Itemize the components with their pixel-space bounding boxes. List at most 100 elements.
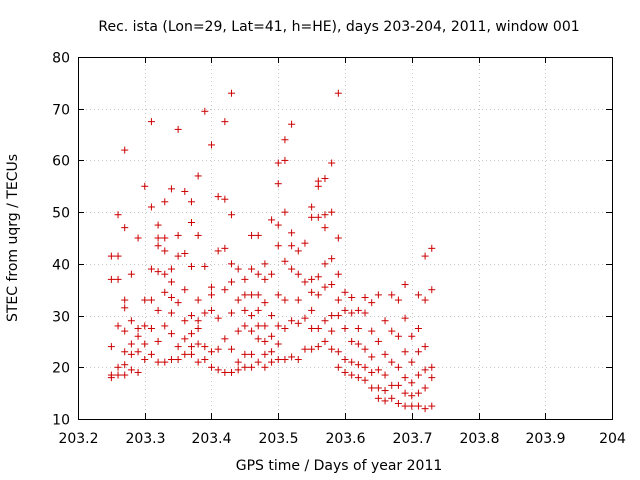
data-point [288, 265, 296, 273]
data-point [127, 317, 135, 325]
data-point [187, 198, 195, 206]
data-point [408, 402, 416, 410]
data-point [214, 193, 222, 201]
data-point [348, 358, 356, 366]
data-point [187, 262, 195, 270]
data-point [314, 291, 322, 299]
data-point [374, 384, 382, 392]
data-point [308, 213, 316, 221]
data-point [181, 250, 189, 258]
data-point [374, 337, 382, 345]
data-point [208, 283, 215, 291]
data-point [121, 296, 129, 304]
data-point [161, 247, 169, 255]
data-point [288, 242, 296, 250]
data-point [334, 312, 342, 320]
data-point [201, 309, 209, 317]
data-point [414, 402, 422, 410]
data-point [127, 270, 135, 278]
data-point [161, 322, 169, 330]
data-point [268, 216, 276, 224]
data-point [127, 366, 135, 374]
data-point [294, 296, 302, 304]
data-point [147, 325, 155, 332]
data-point [107, 252, 115, 260]
data-point [141, 182, 149, 190]
data-point [161, 358, 169, 366]
data-point [221, 195, 229, 203]
data-point [167, 265, 175, 273]
data-point [428, 363, 436, 371]
data-point [394, 363, 402, 371]
y-tick-label: 50 [52, 206, 70, 222]
data-point [428, 286, 436, 294]
x-axis-label: GPS time / Days of year 2011 [236, 458, 443, 474]
data-point [107, 343, 115, 351]
data-point [361, 345, 369, 353]
x-tick-label: 204 [599, 431, 626, 447]
data-point [274, 221, 282, 229]
data-point [414, 291, 422, 299]
data-point [321, 260, 329, 268]
y-tick-label: 80 [52, 51, 70, 67]
data-point [308, 306, 316, 314]
data-point [121, 304, 129, 312]
data-point [354, 325, 362, 332]
data-point [388, 394, 396, 402]
data-point [134, 348, 142, 356]
data-point [248, 291, 256, 299]
data-point [374, 394, 382, 402]
data-point [201, 262, 209, 270]
data-point [174, 299, 182, 307]
data-point [114, 363, 122, 371]
data-point [401, 314, 409, 322]
data-point [194, 172, 202, 180]
data-point [221, 118, 229, 126]
data-point [274, 180, 282, 188]
data-point [248, 363, 256, 371]
data-point [234, 296, 242, 304]
data-point [388, 327, 396, 335]
data-point [174, 125, 182, 133]
data-point [241, 306, 249, 314]
data-point [167, 185, 175, 193]
data-point [134, 325, 142, 332]
data-point [248, 265, 256, 273]
data-point [401, 348, 409, 356]
y-tick-label: 70 [52, 103, 70, 119]
data-point [114, 211, 122, 219]
data-point [254, 291, 262, 299]
data-point [154, 234, 162, 242]
data-point [194, 317, 202, 325]
data-point [381, 397, 389, 405]
data-point [121, 224, 129, 232]
data-point [328, 312, 336, 320]
data-point [174, 356, 182, 364]
chart-title: Rec. ista (Lon=29, Lat=41, h=HE), days 2… [98, 19, 579, 35]
y-tick-label: 10 [52, 413, 70, 429]
data-point [121, 371, 129, 379]
data-point [181, 286, 189, 294]
data-point [421, 384, 429, 392]
x-tick-label: 203.2 [58, 431, 98, 447]
data-point [187, 343, 195, 351]
data-point [141, 322, 149, 330]
data-point [181, 317, 189, 325]
data-point [174, 343, 182, 351]
data-point [308, 288, 316, 296]
data-point [321, 337, 329, 345]
data-point [181, 187, 189, 195]
data-point [408, 392, 416, 400]
data-point [374, 366, 382, 374]
data-point [194, 325, 202, 332]
data-point [414, 348, 422, 356]
data-point [328, 327, 336, 335]
data-point [328, 208, 336, 216]
data-point [421, 405, 429, 413]
data-point [334, 270, 342, 278]
data-point [187, 312, 195, 320]
plot-frame [78, 57, 613, 420]
data-point [161, 234, 169, 242]
data-point [248, 231, 256, 239]
